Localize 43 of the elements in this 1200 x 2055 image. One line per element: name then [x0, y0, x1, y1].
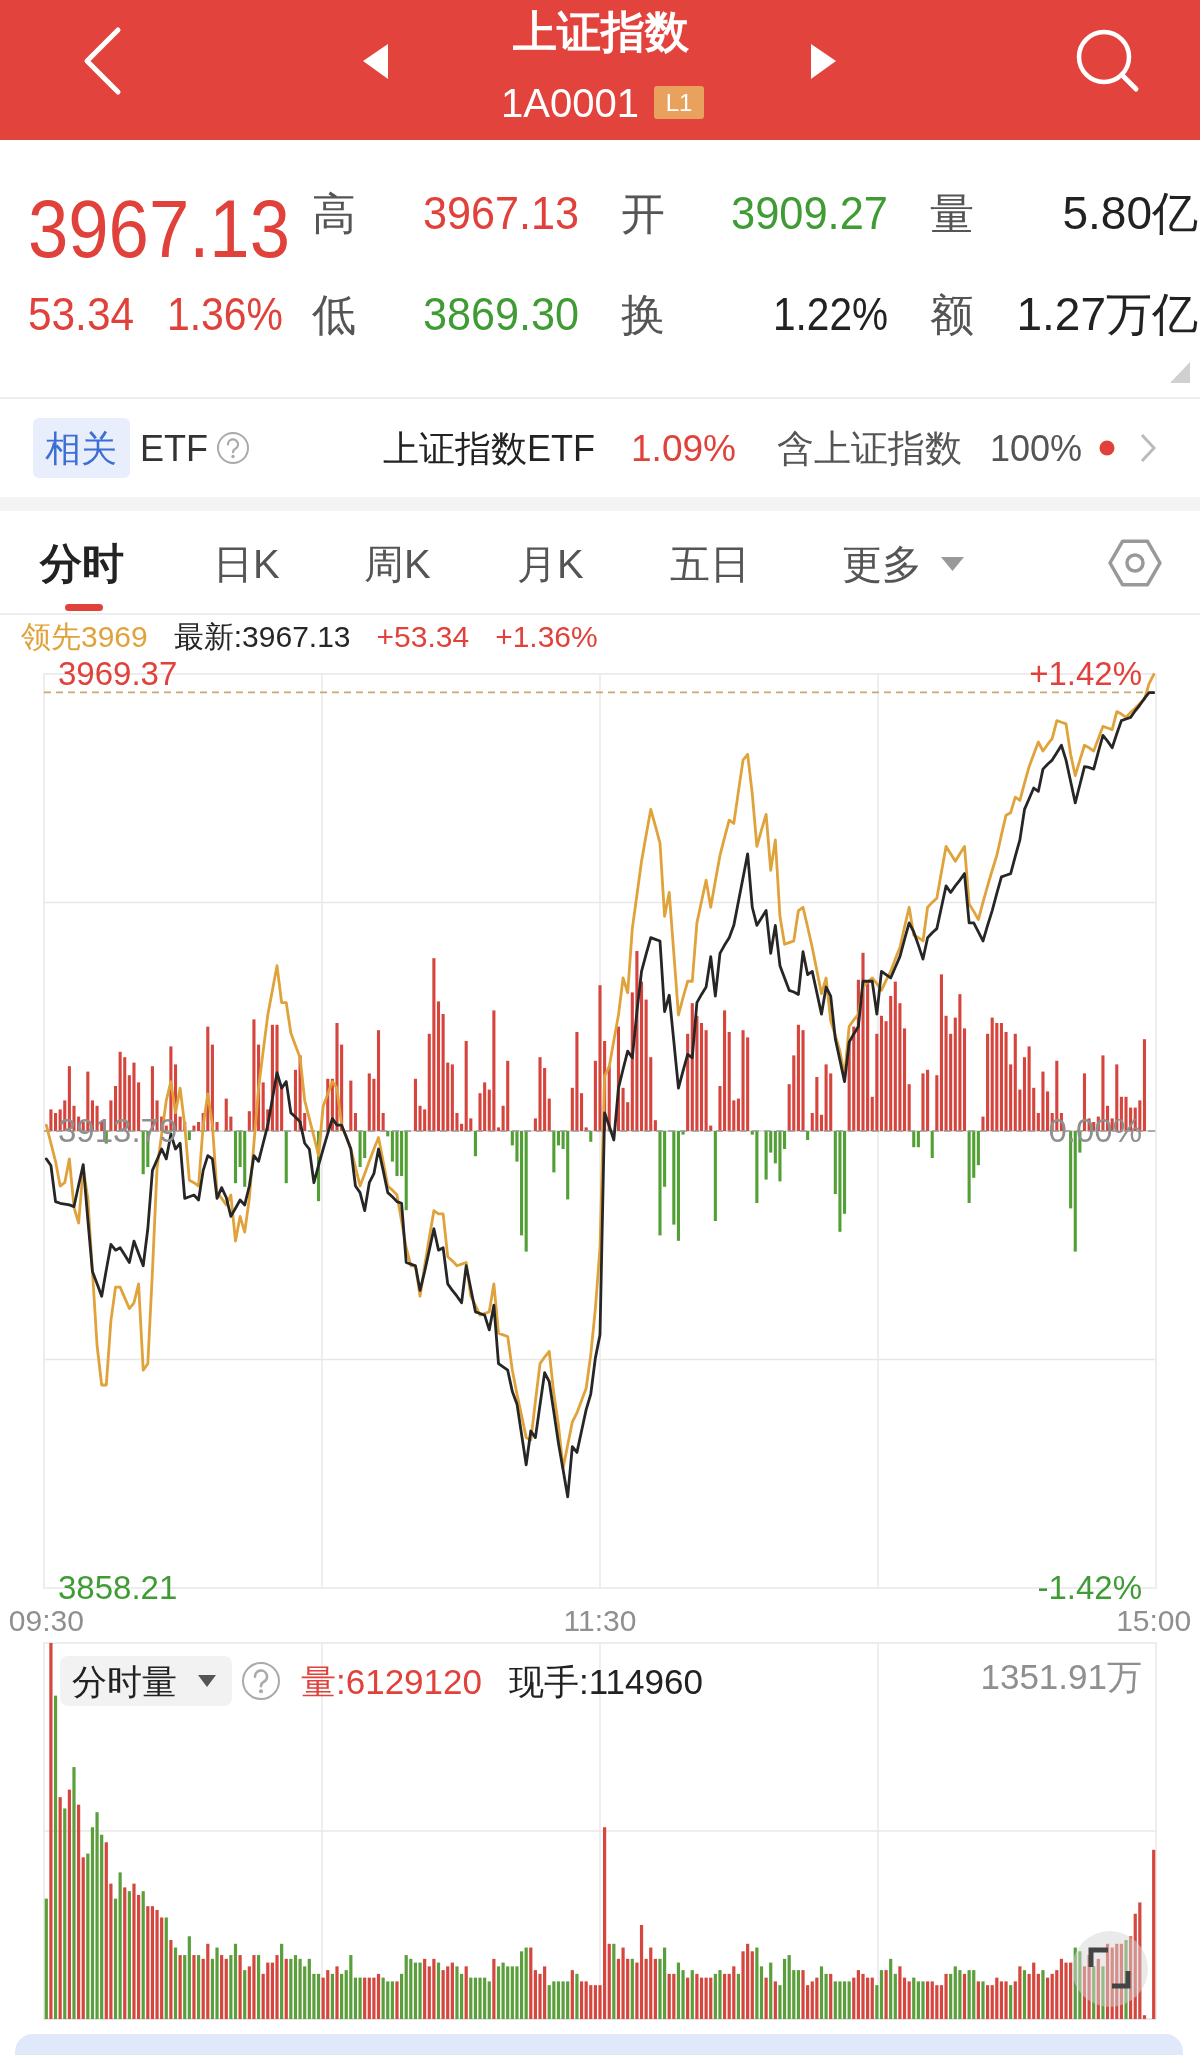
text: 1.36%	[167, 288, 298, 340]
annotation: 量:6129120	[301, 1662, 482, 1701]
text: 上证指数	[513, 7, 690, 56]
y2-tick-label: +1.42%	[1029, 655, 1142, 692]
text: 周K	[364, 542, 431, 586]
text: +1.36%	[495, 620, 598, 653]
text: 日K	[213, 542, 280, 586]
text: 最新:3967.13	[173, 620, 351, 653]
text: 3909.27	[731, 187, 898, 239]
text: 1A0001	[501, 81, 639, 125]
annotation: 现手:114960	[509, 1662, 703, 1701]
text: 开	[621, 189, 665, 238]
text: 月K	[517, 542, 584, 586]
text: 53.34	[28, 288, 144, 340]
text: 额	[930, 290, 974, 339]
text: 含上证指数	[777, 428, 962, 469]
text: 上证指数ETF	[383, 428, 595, 469]
text: 五日	[670, 542, 750, 586]
y-tick-label: 3969.37	[58, 655, 178, 692]
text: 3967.13	[423, 187, 590, 239]
annotation: 1351.91万	[980, 1657, 1142, 1696]
text: 1.09%	[631, 428, 736, 469]
text: +53.34	[376, 620, 470, 653]
text: 5.80亿	[1062, 187, 1198, 239]
text: 100%	[990, 428, 1083, 469]
x-tick-label: 11:30	[563, 1604, 637, 1637]
text: 1.27万亿	[1016, 288, 1198, 340]
y-tick-label: 3858.21	[58, 1569, 178, 1606]
text: 换	[621, 290, 665, 339]
text: 量	[930, 189, 974, 238]
text: 1.22%	[773, 288, 904, 340]
text: 更多	[842, 542, 922, 586]
text: 分时量	[72, 1662, 177, 1701]
text: ETF	[140, 428, 208, 469]
text: 低	[312, 290, 356, 339]
text: 领先3969	[21, 620, 148, 653]
text: 分时	[39, 540, 124, 587]
y2-tick-label: -1.42%	[1037, 1569, 1142, 1606]
text: L1	[665, 89, 693, 116]
x-tick-label: 15:00	[1116, 1604, 1192, 1637]
x-tick-label: 09:30	[8, 1604, 84, 1637]
text: 3869.30	[423, 288, 590, 340]
text: 相关	[45, 428, 117, 469]
